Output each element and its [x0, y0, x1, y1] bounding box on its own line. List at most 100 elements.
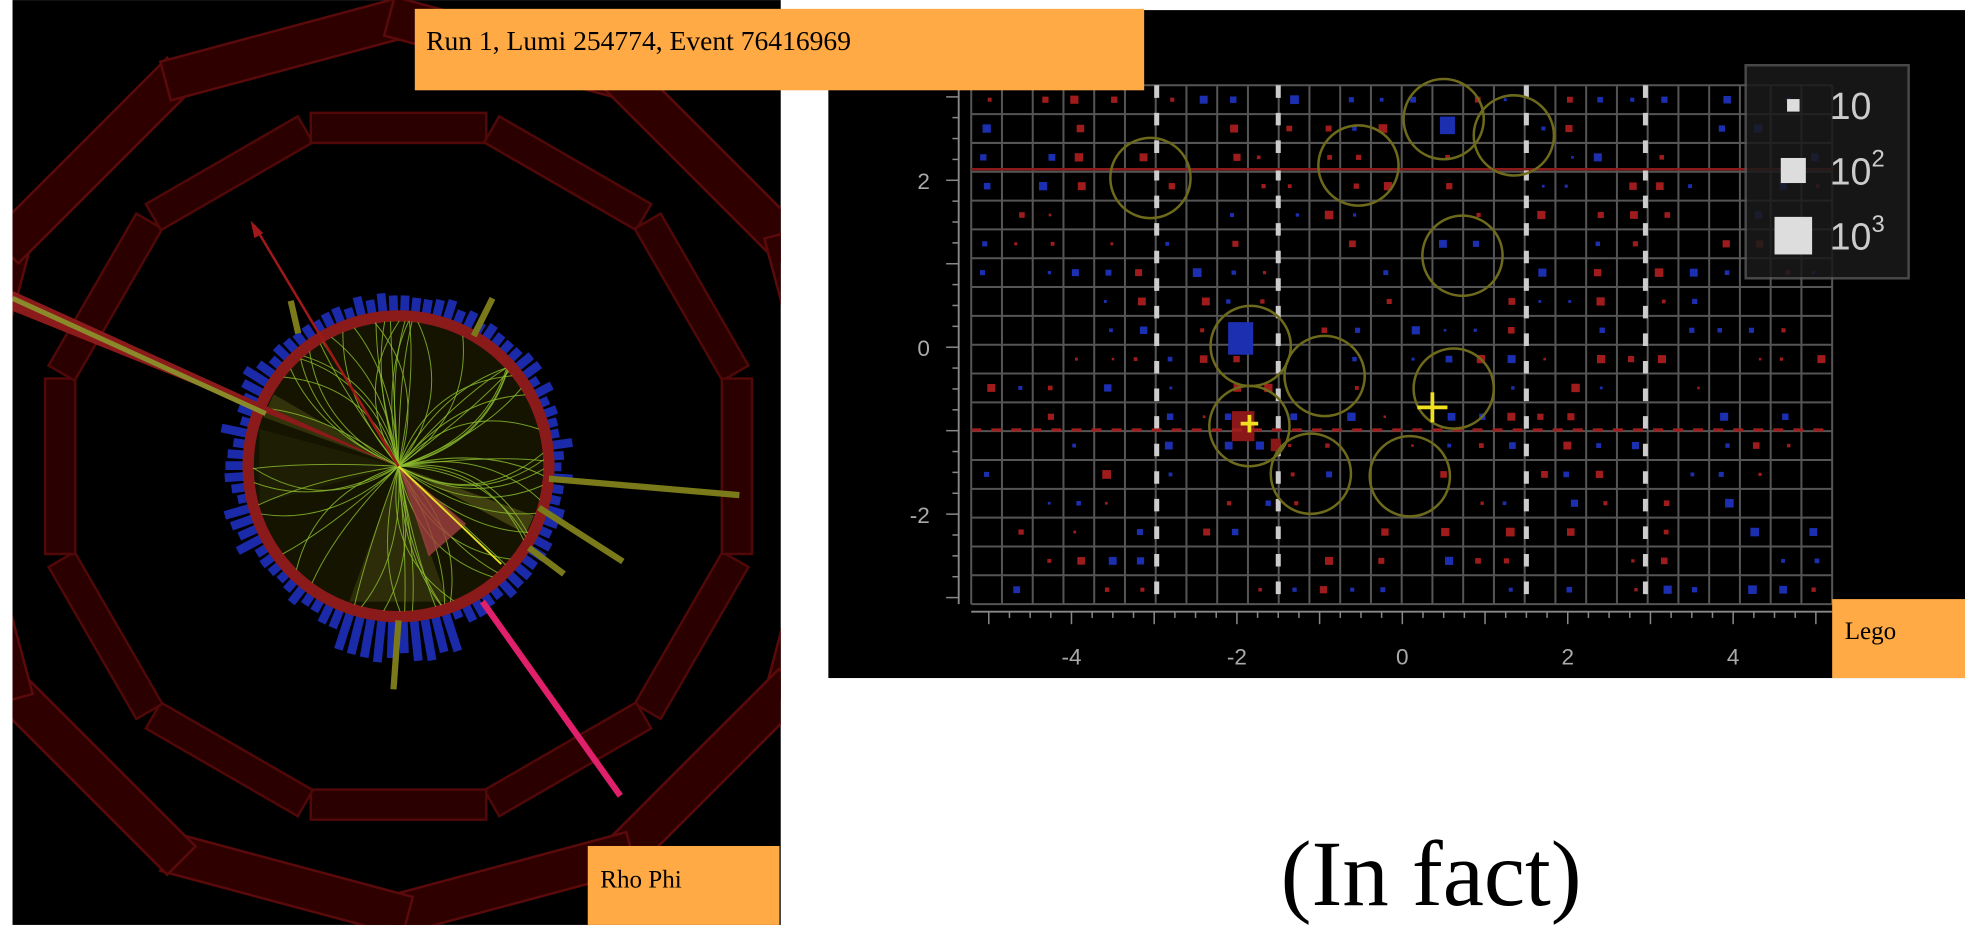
- lego-tower: [1048, 414, 1054, 420]
- lego-tower: [1073, 531, 1076, 534]
- lego-tower: [987, 384, 995, 392]
- lego-tower: [1411, 444, 1414, 447]
- lego-tower: [1508, 327, 1515, 334]
- lego-tower: [1140, 588, 1144, 592]
- lego-tower: [1349, 97, 1354, 102]
- lego-tower: [1446, 183, 1452, 189]
- lego-tower: [1723, 240, 1730, 247]
- lego-tower: [1227, 501, 1231, 505]
- lego-tower: [1048, 386, 1053, 391]
- lego-tower: [1697, 387, 1700, 390]
- lego-tower: [1537, 414, 1543, 420]
- lego-tower: [1633, 241, 1638, 246]
- lego-tower: [1479, 443, 1484, 448]
- lego-tower: [1628, 356, 1634, 362]
- lego-tower: [1291, 472, 1295, 476]
- lego-tower: [1261, 184, 1265, 188]
- lego-tower: [1137, 529, 1143, 535]
- lego-tower: [1138, 298, 1146, 306]
- lego-tower: [1656, 182, 1664, 190]
- lego-tower: [1350, 588, 1354, 592]
- lego-tower: [1631, 559, 1634, 562]
- lego-tower: [1356, 155, 1361, 160]
- lego-tower: [1290, 95, 1299, 104]
- lego-label: Lego: [1845, 618, 1896, 645]
- lego-tower: [1692, 299, 1697, 304]
- lego-big-tower: [1440, 117, 1455, 135]
- lego-tower: [1077, 557, 1085, 565]
- lego-tower: [1509, 442, 1516, 449]
- lego-tower: [1381, 528, 1388, 535]
- lego-tower: [1105, 588, 1109, 592]
- lego-tower: [1049, 214, 1052, 217]
- legend-swatch: [1781, 158, 1806, 183]
- lego-tower: [1780, 357, 1783, 360]
- lego-tower: [1594, 153, 1602, 161]
- lego-tower: [1169, 387, 1172, 390]
- lego-tower: [1596, 242, 1601, 247]
- lego-tower: [1811, 588, 1815, 592]
- lego-tower: [1507, 413, 1515, 421]
- lego-tower: [1781, 559, 1785, 563]
- lego-tower: [1018, 529, 1023, 534]
- lego-tower: [1596, 471, 1603, 478]
- lego-tower: [1441, 528, 1449, 536]
- lego-tower: [1075, 153, 1083, 161]
- lego-tower: [982, 241, 987, 246]
- lego-tower: [1571, 156, 1574, 159]
- lego-tower: [1664, 500, 1670, 506]
- lego-tower: [1102, 470, 1111, 479]
- lego-tower: [1504, 98, 1507, 101]
- slide: Rho Phi -4-202420-210102103 Lego Run 1, …: [0, 0, 1965, 925]
- event-label: Run 1, Lumi 254774, Event 76416969: [426, 25, 851, 56]
- lego-tower: [1258, 588, 1262, 592]
- lego-tower: [1503, 501, 1507, 505]
- lego-tower: [1257, 156, 1261, 160]
- lego-tower: [1444, 329, 1447, 332]
- lego-tower: [1380, 98, 1384, 102]
- lego-tower: [1134, 357, 1138, 361]
- lego-tower: [1538, 269, 1546, 277]
- lego-tower: [1225, 414, 1231, 420]
- lego-tower: [1448, 413, 1456, 421]
- lego-tower: [1541, 127, 1545, 131]
- lego-tower: [1782, 414, 1788, 420]
- lego-tower: [1567, 528, 1575, 536]
- lego-tower: [1537, 211, 1545, 219]
- lego-tower: [1688, 184, 1692, 188]
- lego-tower: [1260, 299, 1264, 303]
- lego-tower: [1170, 98, 1174, 102]
- lego-tower: [1447, 444, 1451, 448]
- lego-tower: [1566, 587, 1572, 593]
- lego-tower: [1630, 211, 1638, 219]
- lego-tower: [984, 472, 989, 477]
- lego-tower: [1019, 212, 1025, 218]
- lego-tower: [1571, 500, 1578, 507]
- lego-tower: [1509, 588, 1513, 592]
- lego-tower: [1070, 96, 1078, 104]
- lego-tower: [1725, 443, 1729, 447]
- lego-tower: [1658, 355, 1666, 363]
- lego-tower: [1193, 268, 1202, 277]
- lego-tower: [1655, 268, 1664, 277]
- lego-tower: [1232, 270, 1236, 274]
- lego-tower: [1296, 213, 1299, 216]
- hcal-tower: [233, 438, 245, 448]
- lego-tower: [1809, 528, 1817, 536]
- hcal-tower: [553, 451, 564, 460]
- lego-tower: [1599, 328, 1604, 333]
- lego-tower: [984, 183, 991, 190]
- lego-tower: [1719, 472, 1724, 477]
- lego-tower: [1256, 442, 1264, 450]
- lego-tower: [1137, 557, 1144, 564]
- lego-tower: [1632, 442, 1639, 449]
- lego-tower: [1597, 355, 1605, 363]
- lego-tower: [1104, 300, 1107, 303]
- lego-tower: [1475, 558, 1481, 564]
- lego-tower: [1719, 125, 1725, 131]
- lego-tower: [1051, 242, 1055, 246]
- lego-tower: [1013, 586, 1020, 593]
- lego-tower: [1288, 444, 1291, 447]
- lego-tower: [1692, 587, 1697, 592]
- legend-swatch: [1787, 99, 1800, 112]
